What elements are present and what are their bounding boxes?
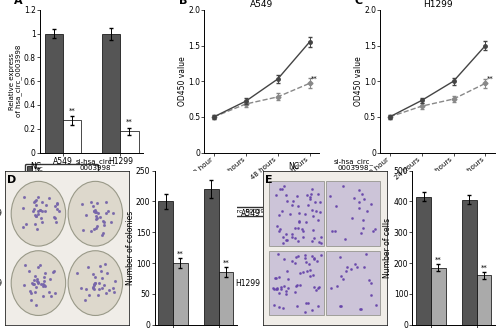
Text: C: C: [355, 0, 363, 6]
Title: A549: A549: [250, 0, 274, 9]
Text: B: B: [179, 0, 188, 6]
Bar: [269, 181, 324, 246]
Bar: [158, 201, 173, 325]
Ellipse shape: [68, 251, 122, 316]
Legend: si-hsa_circ_0003998, NC: si-hsa_circ_0003998, NC: [198, 207, 305, 216]
Text: **: **: [222, 259, 230, 266]
Y-axis label: Number of colonies: Number of colonies: [126, 211, 134, 285]
Text: NC: NC: [288, 162, 300, 171]
Text: A549: A549: [0, 209, 2, 218]
Bar: [44, 34, 63, 153]
Y-axis label: Number of cells: Number of cells: [384, 217, 392, 278]
Text: si-hsa_circ_
0003998: si-hsa_circ_ 0003998: [334, 158, 374, 171]
Text: D: D: [8, 175, 16, 185]
Text: A: A: [14, 0, 23, 6]
Bar: [462, 200, 476, 325]
Bar: [102, 34, 120, 153]
Ellipse shape: [11, 251, 66, 316]
Text: A549: A549: [240, 209, 260, 218]
Bar: [204, 189, 218, 325]
Text: H1299: H1299: [236, 278, 260, 288]
Bar: [173, 263, 188, 325]
Bar: [476, 276, 491, 325]
Text: NC: NC: [30, 162, 42, 171]
Text: **: **: [311, 76, 318, 82]
Text: **: **: [487, 76, 494, 82]
Ellipse shape: [11, 181, 66, 246]
Text: **: **: [435, 257, 442, 263]
Bar: [431, 268, 446, 325]
Bar: [326, 251, 380, 316]
Text: **: **: [177, 250, 184, 256]
Bar: [218, 272, 234, 325]
Bar: [416, 197, 431, 325]
Y-axis label: Relative express
of hsa_circ_0003998: Relative express of hsa_circ_0003998: [8, 45, 22, 117]
Bar: [269, 251, 324, 316]
Bar: [120, 131, 138, 153]
Text: **: **: [480, 264, 488, 271]
Text: H1299: H1299: [0, 278, 2, 288]
Bar: [63, 120, 82, 153]
Y-axis label: OD450 value: OD450 value: [354, 56, 362, 106]
Text: E: E: [266, 175, 273, 185]
Text: si-hsa_circ_
0003998: si-hsa_circ_ 0003998: [76, 158, 116, 171]
Bar: [326, 181, 380, 246]
Title: H1299: H1299: [423, 0, 452, 9]
Legend: NC, si-hsa_circ_0003998: NC, si-hsa_circ_0003998: [24, 164, 98, 183]
Text: **: **: [69, 107, 75, 113]
Text: **: **: [126, 119, 133, 125]
Y-axis label: OD450 value: OD450 value: [178, 56, 186, 106]
Ellipse shape: [68, 181, 122, 246]
